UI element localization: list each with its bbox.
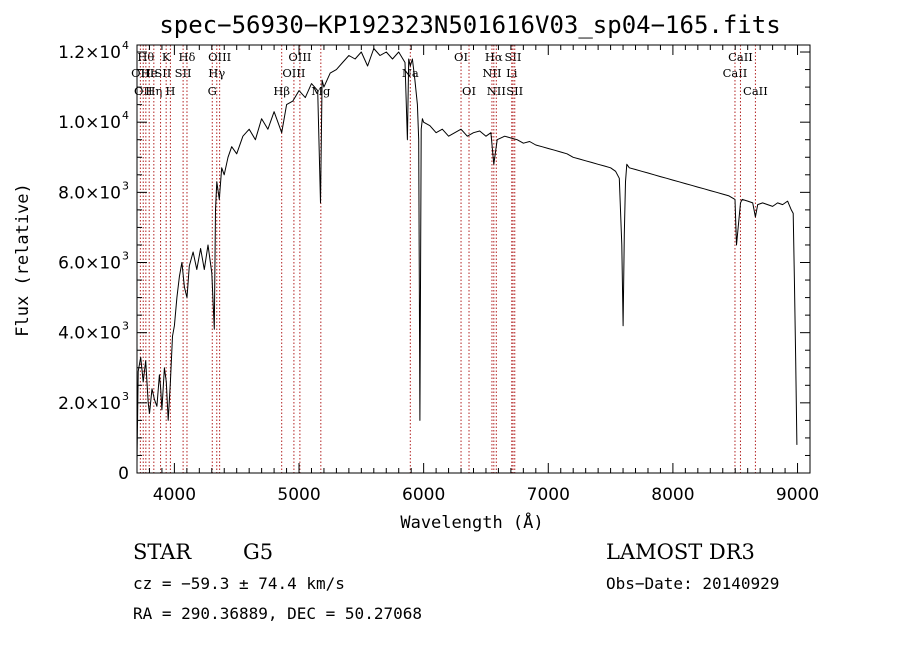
y-tick-labels: 032.0×1034.0×1036.0×1038.0×1041.0×1041.2… xyxy=(58,39,129,484)
obs-date-text: Obs−Date: 20140929 xyxy=(606,574,779,593)
line-marker-label: NII xyxy=(482,66,501,80)
line-marker-label: SII xyxy=(506,84,523,98)
y-tick-label: 1.0×10 xyxy=(58,113,121,133)
y-tick-label: 1.2×10 xyxy=(58,43,121,63)
line-marker-label: Na xyxy=(402,66,419,80)
plot-frame xyxy=(136,44,811,474)
y-tick-exponent: 3 xyxy=(122,320,129,333)
x-tick-label: 7000 xyxy=(527,485,570,505)
line-marker-label: OIII xyxy=(288,50,311,64)
axis-ticks xyxy=(136,45,811,474)
object-subclass: G5 xyxy=(243,540,273,564)
line-marker-label: CaII xyxy=(743,84,768,98)
x-tick-label: 6000 xyxy=(402,485,445,505)
line-marker-label: Hγ xyxy=(208,66,225,80)
y-tick-exponent: 3 xyxy=(122,390,129,403)
y-tick-exponent: 4 xyxy=(122,109,129,122)
line-marker-label: SII xyxy=(505,50,522,64)
line-marker-label: OI xyxy=(454,50,468,64)
x-tick-label: 4000 xyxy=(153,485,196,505)
line-marker-label: Hθ xyxy=(137,50,154,64)
line-marker-label: Hη xyxy=(145,84,162,98)
line-marker-label: SII xyxy=(175,66,192,80)
line-marker-label: G xyxy=(208,84,217,98)
line-marker-label: Hβ xyxy=(273,84,290,98)
line-marker-label: Hδ xyxy=(178,50,195,64)
survey-name: LAMOST DR3 xyxy=(606,540,755,564)
line-marker-label: NII xyxy=(487,84,506,98)
line-marker-label: CaII xyxy=(728,50,753,64)
x-tick-label: 9000 xyxy=(776,485,819,505)
line-marker-label: OIII xyxy=(208,50,231,64)
object-class: STAR xyxy=(133,540,192,564)
line-marker-label: OII xyxy=(131,66,150,80)
line-marker-label: ISII xyxy=(150,66,172,80)
spectrum-line xyxy=(136,48,798,463)
spectrum-series xyxy=(136,48,798,463)
x-tick-label: 8000 xyxy=(651,485,694,505)
y-tick-exponent: 4 xyxy=(122,39,129,52)
x-tick-labels: 4000 5000 6000 7000 8000 9000 xyxy=(153,485,819,505)
y-tick-label: 6.0×10 xyxy=(58,254,121,274)
line-marker-label: OI xyxy=(462,84,476,98)
y-tick-exponent: 3 xyxy=(122,250,129,263)
y-tick-exponent: 3 xyxy=(122,179,129,192)
line-marker-label: H xyxy=(165,84,175,98)
line-marker-label: Hα xyxy=(485,50,503,64)
y-tick-label: 0 xyxy=(118,464,129,484)
spectral-line-markers: OIIOIIHθHeHηISIIKHSIIHδGHγOIIIHβOIIIOIII… xyxy=(131,45,768,473)
y-tick-label: 2.0×10 xyxy=(58,394,121,414)
y-axis-label: Flux (relative) xyxy=(13,183,33,337)
y-tick-label: 4.0×10 xyxy=(58,324,121,344)
line-marker-label: Mg xyxy=(311,84,331,98)
line-marker-label: Li xyxy=(506,66,518,80)
y-tick-label: 8.0×10 xyxy=(58,183,121,203)
line-marker-label: K xyxy=(162,50,171,64)
x-tick-label: 5000 xyxy=(277,485,320,505)
line-marker-label: CaII xyxy=(723,66,748,80)
coordinates-text: RA = 290.36889, DEC = 50.27068 xyxy=(133,604,422,623)
chart-title: spec−56930−KP192323N501616V03_sp04−165.f… xyxy=(159,11,780,39)
line-marker-label: OIII xyxy=(282,66,305,80)
x-axis-label: Wavelength (Å) xyxy=(400,511,543,533)
redshift-text: cz = −59.3 ± 74.4 km/s xyxy=(133,574,345,593)
